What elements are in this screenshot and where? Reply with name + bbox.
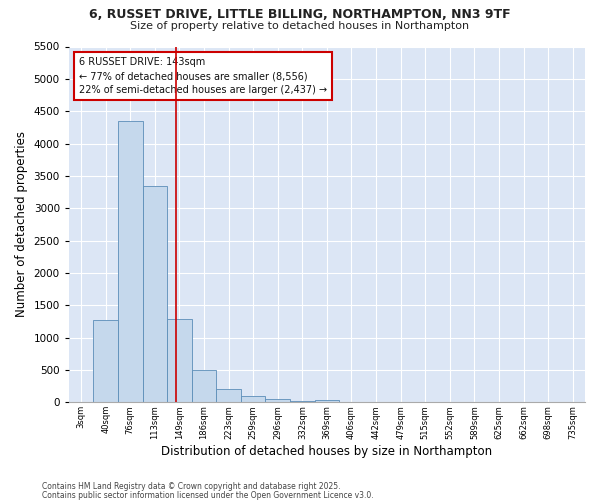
Bar: [314, 400, 339, 402]
X-axis label: Distribution of detached houses by size in Northampton: Distribution of detached houses by size …: [161, 444, 493, 458]
Bar: [265, 398, 290, 402]
Bar: [241, 396, 265, 402]
Bar: [94, 320, 118, 402]
Bar: [217, 390, 241, 402]
Bar: [192, 370, 217, 402]
Text: Size of property relative to detached houses in Northampton: Size of property relative to detached ho…: [130, 21, 470, 31]
Bar: [167, 320, 192, 402]
Text: Contains public sector information licensed under the Open Government Licence v3: Contains public sector information licen…: [42, 491, 374, 500]
Bar: [118, 121, 143, 402]
Bar: [143, 186, 167, 402]
Text: Contains HM Land Registry data © Crown copyright and database right 2025.: Contains HM Land Registry data © Crown c…: [42, 482, 341, 491]
Bar: [290, 401, 314, 402]
Y-axis label: Number of detached properties: Number of detached properties: [15, 132, 28, 318]
Text: 6, RUSSET DRIVE, LITTLE BILLING, NORTHAMPTON, NN3 9TF: 6, RUSSET DRIVE, LITTLE BILLING, NORTHAM…: [89, 8, 511, 20]
Text: 6 RUSSET DRIVE: 143sqm
← 77% of detached houses are smaller (8,556)
22% of semi-: 6 RUSSET DRIVE: 143sqm ← 77% of detached…: [79, 57, 327, 95]
